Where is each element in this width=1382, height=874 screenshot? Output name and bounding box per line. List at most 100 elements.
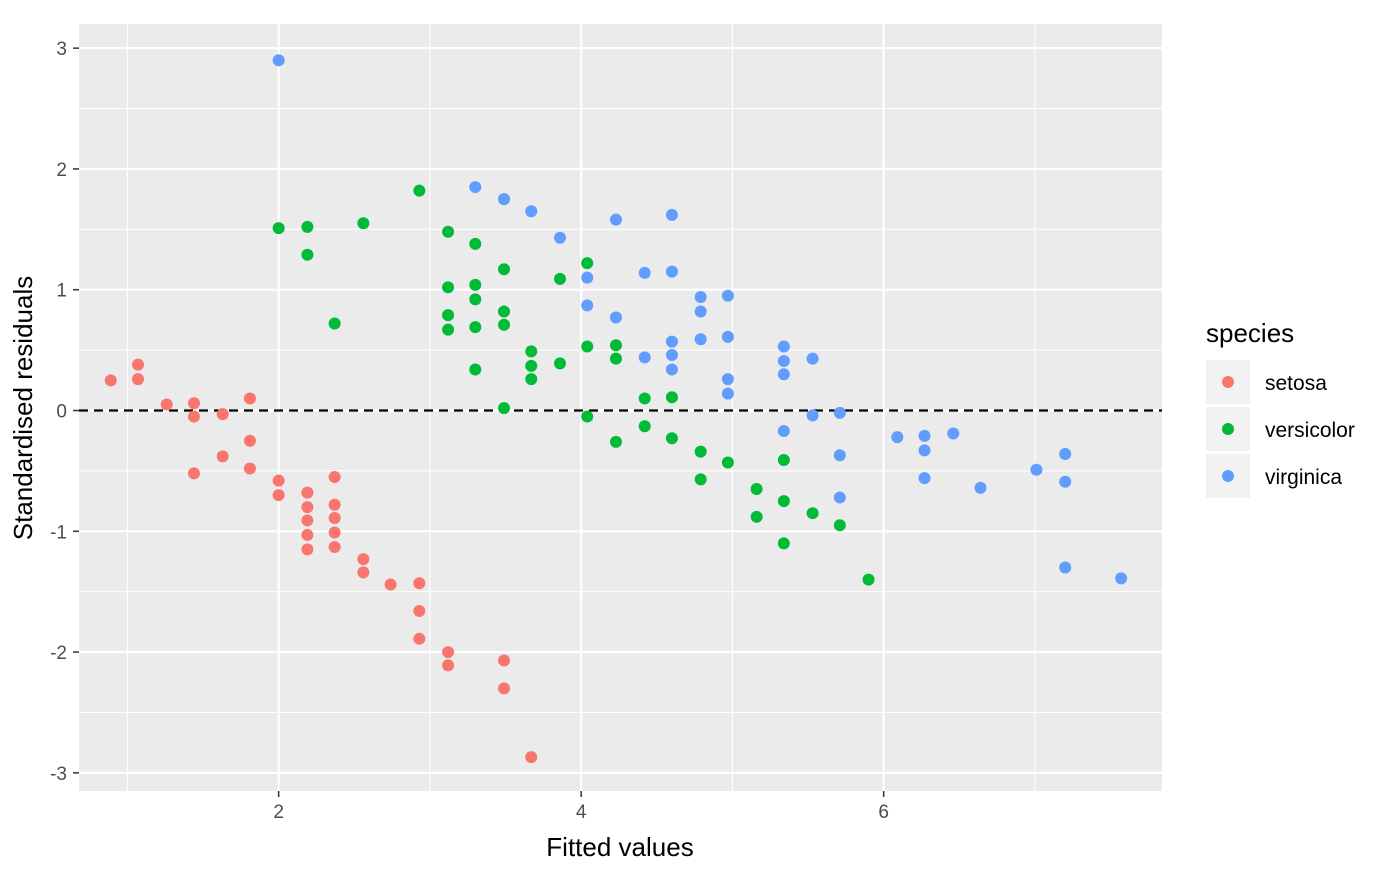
- versicolor-point: [609, 435, 622, 448]
- virginica-point: [833, 491, 846, 504]
- versicolor-point: [553, 357, 566, 370]
- versicolor-point: [750, 510, 763, 523]
- virginica-point: [665, 208, 678, 221]
- virginica-point: [525, 205, 538, 218]
- versicolor-point: [442, 225, 455, 238]
- setosa-point: [498, 654, 511, 667]
- legend-label-versicolor: versicolor: [1265, 419, 1355, 442]
- versicolor-point: [609, 339, 622, 352]
- virginica-point: [974, 481, 987, 494]
- setosa-point: [384, 578, 397, 591]
- versicolor-point: [777, 495, 790, 508]
- versicolor-point: [272, 222, 285, 235]
- setosa-point: [328, 541, 341, 554]
- virginica-point: [665, 265, 678, 278]
- setosa-point: [216, 450, 229, 463]
- x-tick-label: 6: [878, 802, 889, 823]
- versicolor-point: [525, 345, 538, 358]
- legend: species setosa versicolor virginica: [1206, 318, 1355, 498]
- setosa-point: [243, 434, 256, 447]
- versicolor-point: [498, 402, 511, 415]
- setosa-point: [328, 512, 341, 525]
- virginica-point: [581, 299, 594, 312]
- versicolor-point: [862, 573, 875, 586]
- setosa-point: [301, 501, 314, 514]
- versicolor-point: [694, 473, 707, 486]
- setosa-point: [413, 577, 426, 590]
- virginica-point: [777, 340, 790, 353]
- virginica-point: [833, 449, 846, 462]
- virginica-point: [777, 368, 790, 381]
- virginica-point: [694, 305, 707, 318]
- y-tick-label: -2: [50, 643, 67, 664]
- versicolor-point: [665, 432, 678, 445]
- virginica-point: [721, 387, 734, 400]
- virginica-point: [609, 311, 622, 324]
- setosa-point: [328, 470, 341, 483]
- setosa-point: [328, 498, 341, 511]
- versicolor-point: [301, 248, 314, 261]
- setosa-point: [357, 566, 370, 579]
- versicolor-point: [357, 217, 370, 230]
- versicolor-point: [498, 263, 511, 276]
- versicolor-point: [750, 483, 763, 496]
- data-points: [104, 54, 1128, 764]
- versicolor-point: [581, 340, 594, 353]
- versicolor-point: [833, 519, 846, 532]
- setosa-point: [442, 659, 455, 672]
- virginica-point: [1030, 463, 1043, 476]
- versicolor-point: [442, 281, 455, 294]
- virginica-point: [806, 352, 819, 365]
- versicolor-point: [581, 410, 594, 423]
- y-tick-label: -1: [50, 522, 67, 543]
- y-tick-label: 1: [56, 281, 67, 302]
- versicolor-point: [525, 373, 538, 386]
- setosa-point: [498, 682, 511, 695]
- y-tick-label: 2: [56, 160, 67, 181]
- setosa-point: [272, 474, 285, 487]
- setosa-point: [413, 632, 426, 645]
- virginica-point: [1059, 475, 1072, 488]
- virginica-point: [638, 266, 651, 279]
- y-tick-label: -3: [50, 764, 67, 785]
- virginica-point: [1059, 561, 1072, 574]
- x-tick-label: 4: [576, 802, 587, 823]
- y-tick-label: 3: [56, 39, 67, 60]
- versicolor-point: [525, 359, 538, 372]
- virginica-point: [609, 213, 622, 226]
- setosa-point: [187, 397, 200, 410]
- virginica-point: [721, 373, 734, 386]
- legend-key-versicolor: [1222, 423, 1234, 435]
- setosa-point: [272, 489, 285, 502]
- setosa-point: [301, 486, 314, 499]
- y-axis-title: Standardised residuals: [8, 276, 38, 541]
- virginica-point: [918, 444, 931, 457]
- y-axis-ticks: -3 -2 -1 0 1 2 3: [50, 39, 79, 785]
- setosa-point: [131, 358, 144, 371]
- versicolor-point: [469, 363, 482, 376]
- virginica-point: [777, 354, 790, 367]
- virginica-point: [721, 289, 734, 302]
- versicolor-point: [442, 323, 455, 336]
- virginica-point: [469, 181, 482, 194]
- setosa-point: [187, 467, 200, 480]
- versicolor-point: [469, 278, 482, 291]
- virginica-point: [777, 425, 790, 438]
- virginica-point: [581, 271, 594, 284]
- versicolor-point: [638, 420, 651, 433]
- versicolor-point: [777, 454, 790, 467]
- panel-background: [79, 24, 1162, 791]
- setosa-point: [131, 373, 144, 386]
- legend-title: species: [1206, 318, 1294, 348]
- minor-grid: [79, 24, 1162, 791]
- versicolor-point: [301, 220, 314, 233]
- versicolor-point: [609, 352, 622, 365]
- setosa-point: [301, 543, 314, 556]
- virginica-point: [665, 335, 678, 348]
- versicolor-point: [777, 537, 790, 550]
- x-axis-title: Fitted values: [546, 832, 693, 862]
- versicolor-point: [469, 293, 482, 306]
- versicolor-point: [328, 317, 341, 330]
- virginica-point: [498, 193, 511, 206]
